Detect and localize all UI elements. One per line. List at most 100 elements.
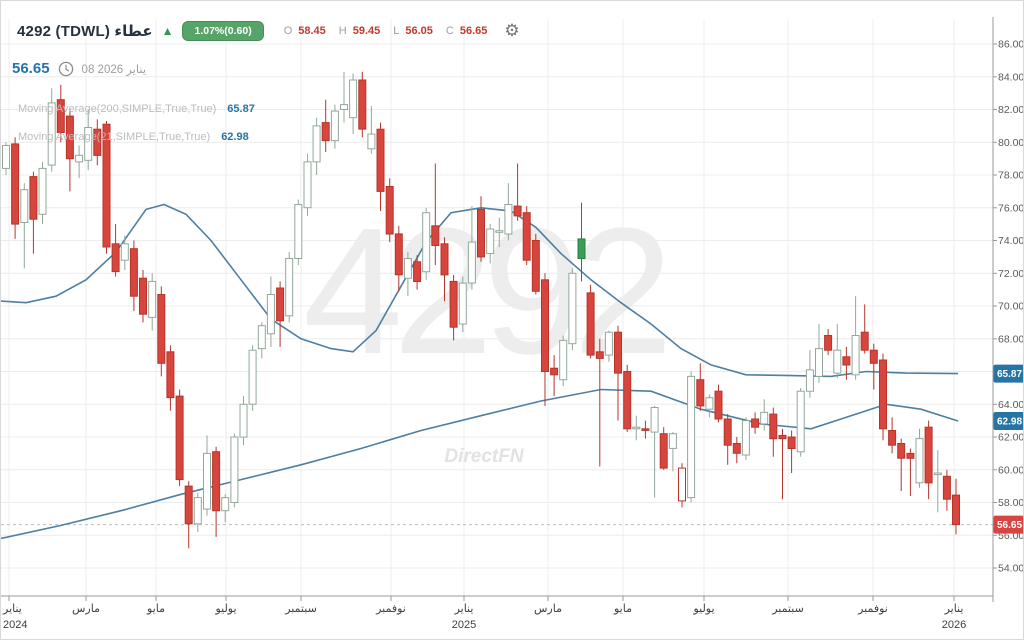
candle[interactable] bbox=[604, 331, 613, 356]
candle[interactable] bbox=[239, 403, 248, 438]
candle[interactable] bbox=[403, 258, 412, 279]
candle[interactable] bbox=[111, 243, 120, 273]
candle[interactable] bbox=[394, 233, 403, 276]
candle[interactable] bbox=[641, 428, 650, 431]
candle[interactable] bbox=[541, 279, 549, 372]
candle[interactable] bbox=[568, 272, 577, 345]
candle[interactable] bbox=[705, 397, 714, 410]
candle[interactable] bbox=[486, 228, 495, 255]
candle[interactable] bbox=[824, 335, 833, 351]
settings-gear-icon[interactable]: ⚙ bbox=[504, 21, 520, 41]
candle[interactable] bbox=[659, 433, 668, 469]
candle[interactable] bbox=[778, 434, 787, 440]
candle[interactable] bbox=[349, 79, 358, 119]
candle[interactable] bbox=[102, 123, 111, 248]
candle[interactable] bbox=[330, 110, 339, 142]
candle[interactable] bbox=[696, 379, 705, 407]
candle[interactable] bbox=[422, 212, 431, 273]
candle[interactable] bbox=[769, 413, 778, 440]
candle[interactable] bbox=[385, 186, 394, 235]
candle[interactable] bbox=[358, 79, 367, 130]
candle[interactable] bbox=[668, 433, 677, 449]
candle[interactable] bbox=[440, 243, 449, 276]
candle[interactable] bbox=[276, 287, 285, 322]
candle[interactable] bbox=[869, 349, 878, 364]
candle[interactable] bbox=[714, 390, 723, 420]
candle[interactable] bbox=[38, 167, 47, 215]
candle[interactable] bbox=[504, 204, 513, 235]
candle[interactable] bbox=[531, 240, 540, 292]
indicator-row-ma21[interactable]: Moving Average(21,SIMPLE,True,True) 62.9… bbox=[18, 131, 249, 143]
candle[interactable] bbox=[84, 127, 93, 161]
candle[interactable] bbox=[796, 390, 805, 453]
candle[interactable] bbox=[230, 436, 239, 503]
candle[interactable] bbox=[139, 277, 147, 315]
candle[interactable] bbox=[632, 426, 641, 430]
candle[interactable] bbox=[595, 351, 604, 359]
candle[interactable] bbox=[477, 208, 485, 258]
candle[interactable] bbox=[805, 369, 814, 392]
candle[interactable] bbox=[285, 258, 294, 317]
candle[interactable] bbox=[467, 241, 476, 284]
candle[interactable] bbox=[120, 243, 129, 261]
candle[interactable] bbox=[815, 348, 823, 377]
candle[interactable] bbox=[760, 411, 769, 425]
candle[interactable] bbox=[906, 452, 915, 459]
candle[interactable] bbox=[678, 467, 686, 502]
candle[interactable] bbox=[879, 359, 887, 430]
candle[interactable] bbox=[312, 125, 321, 163]
candle[interactable] bbox=[175, 395, 184, 481]
candle[interactable] bbox=[559, 339, 568, 381]
candle[interactable] bbox=[65, 115, 74, 160]
candle[interactable] bbox=[257, 325, 266, 350]
candle[interactable] bbox=[650, 407, 659, 433]
candle[interactable] bbox=[513, 205, 522, 217]
candle[interactable] bbox=[924, 426, 933, 484]
candle[interactable] bbox=[787, 436, 796, 449]
candle[interactable] bbox=[952, 494, 960, 526]
candle[interactable] bbox=[148, 280, 157, 318]
candle[interactable] bbox=[614, 331, 622, 374]
candle[interactable] bbox=[203, 452, 211, 510]
candle[interactable] bbox=[29, 176, 38, 220]
candle[interactable] bbox=[623, 371, 632, 430]
candle[interactable] bbox=[248, 349, 257, 405]
candle[interactable] bbox=[449, 280, 458, 328]
candle[interactable] bbox=[266, 294, 275, 335]
candle[interactable] bbox=[751, 418, 760, 428]
candle[interactable] bbox=[897, 443, 906, 459]
candle[interactable] bbox=[166, 351, 175, 399]
candle[interactable] bbox=[75, 154, 84, 163]
candle[interactable] bbox=[888, 430, 897, 446]
candle[interactable] bbox=[933, 472, 942, 476]
candle[interactable] bbox=[550, 367, 559, 376]
candle[interactable] bbox=[732, 443, 741, 454]
candle[interactable] bbox=[431, 225, 440, 247]
candle[interactable] bbox=[851, 335, 860, 376]
candle[interactable] bbox=[56, 99, 65, 133]
candle[interactable] bbox=[321, 122, 330, 142]
candle[interactable] bbox=[47, 102, 56, 166]
candle[interactable] bbox=[577, 238, 586, 259]
indicator-row-ma200[interactable]: Moving Average(200,SIMPLE,True,True) 65.… bbox=[18, 103, 255, 115]
candle[interactable] bbox=[212, 451, 221, 512]
candle[interactable] bbox=[741, 420, 750, 456]
candle[interactable] bbox=[2, 145, 10, 169]
candle[interactable] bbox=[193, 497, 202, 525]
candle[interactable] bbox=[294, 204, 303, 259]
candle[interactable] bbox=[942, 475, 951, 500]
candle[interactable] bbox=[221, 497, 230, 512]
candle[interactable] bbox=[340, 104, 348, 110]
candle[interactable] bbox=[20, 189, 29, 223]
candle[interactable] bbox=[11, 143, 20, 225]
candle[interactable] bbox=[376, 128, 385, 192]
candle[interactable] bbox=[833, 349, 842, 374]
candle[interactable] bbox=[367, 133, 376, 150]
candle[interactable] bbox=[184, 485, 193, 525]
candle[interactable] bbox=[687, 375, 696, 499]
candle[interactable] bbox=[93, 128, 102, 156]
candle[interactable] bbox=[842, 356, 851, 366]
candle[interactable] bbox=[860, 331, 869, 351]
